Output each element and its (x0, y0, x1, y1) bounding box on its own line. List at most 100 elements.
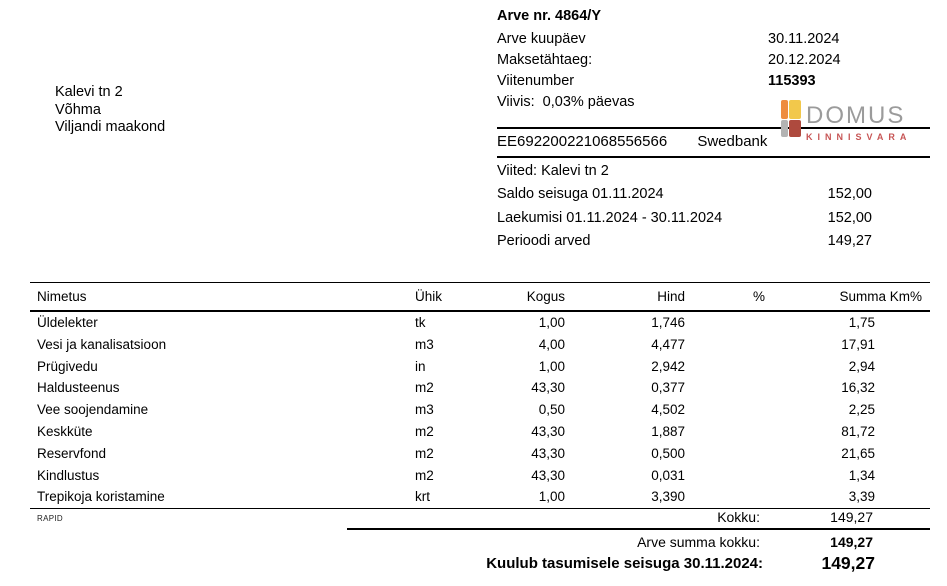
column-header-percent: % (685, 282, 775, 312)
item-row: Kindlustus m2 43,30 0,031 1,34 (30, 465, 930, 487)
bank-iban: EE692200221068556566 (497, 133, 668, 150)
item-row: Trepikoja koristamine krt 1,00 3,390 3,3… (30, 486, 930, 510)
column-header-sum: Summa Km% (775, 282, 930, 312)
item-percent (685, 421, 775, 443)
vendor-mark: RAPID (37, 514, 63, 523)
due-date-value: 20.12.2024 (768, 52, 841, 68)
item-name: Keskküte (37, 423, 93, 439)
address-line-1: Kalevi tn 2 (55, 84, 123, 100)
item-row: Vesi ja kanalisatsioon m3 4,00 4,477 17,… (30, 334, 930, 356)
item-unit: m3 (415, 402, 434, 418)
item-unit: m2 (415, 423, 434, 439)
property-reference: Viited: Kalevi tn 2 (497, 163, 609, 179)
logo-square-yellow (789, 100, 801, 119)
balance-row: Laekumisi 01.11.2024 - 30.11.2024 152,00 (497, 210, 930, 228)
late-fee-row: Viivis: 0,03% päevas (497, 94, 930, 115)
item-row: Keskküte m2 43,30 1,887 81,72 (30, 421, 930, 443)
logo-square-gray (781, 120, 788, 137)
item-unit: tk (415, 315, 426, 330)
item-quantity: 0,50 (538, 402, 565, 418)
item-percent (685, 356, 775, 378)
item-unit: in (415, 358, 426, 374)
item-sum: 1,34 (848, 467, 875, 483)
column-header-quantity: Kogus (503, 282, 565, 312)
invoice-date-row: Arve kuupäev 30.11.2024 (497, 31, 930, 52)
item-sum: 2,94 (848, 358, 875, 374)
logo-square-orange (781, 100, 788, 119)
item-unit: m2 (415, 445, 434, 461)
invoice-number-title: Arve nr. 4864/Y (497, 8, 601, 24)
header-rule (497, 127, 930, 129)
item-row: Vee soojendamine m3 0,50 4,502 2,25 (30, 399, 930, 421)
reference-number-row: Viitenumber 115393 (497, 73, 930, 94)
balance-row: Perioodi arved 149,27 (497, 233, 930, 251)
total-label: Kokku: (717, 509, 760, 525)
total-row-amount-due: Kuulub tasumisele seisuga 30.11.2024: 14… (30, 553, 930, 573)
totals-rule (347, 528, 930, 530)
item-name: Vesi ja kanalisatsioon (37, 336, 167, 352)
balance-row: Saldo seisuga 01.11.2024 152,00 (497, 186, 930, 204)
balance-label: Laekumisi 01.11.2024 - 30.11.2024 (497, 210, 723, 226)
invoice-date-label: Arve kuupäev (497, 31, 586, 47)
item-price: 0,377 (651, 380, 685, 396)
domus-logo-text: DOMUS KINNISVARA (806, 97, 912, 143)
item-name: Trepikoja koristamine (30, 486, 415, 510)
item-percent (685, 399, 775, 421)
item-row: Haldusteenus m2 43,30 0,377 16,32 (30, 377, 930, 399)
reference-number-label: Viitenumber (497, 73, 575, 89)
column-header-unit: Ühik (415, 282, 503, 312)
invoice-header: Arve nr. 4864/Y Arve kuupäev 30.11.2024 … (497, 8, 930, 115)
item-name: Kindlustus (37, 467, 100, 483)
item-percent (685, 443, 775, 465)
item-quantity: 1,00 (538, 315, 565, 330)
domus-logo-icon (781, 100, 801, 137)
item-unit: krt (415, 486, 503, 510)
item-sum: 3,39 (775, 486, 930, 510)
balance-label: Perioodi arved (497, 233, 591, 249)
bank-account-row: EE692200221068556566 Swedbank (497, 133, 767, 150)
address-line-3: Viljandi maakond (55, 119, 166, 135)
item-sum: 81,72 (841, 423, 875, 439)
balance-label: Saldo seisuga 01.11.2024 (497, 186, 664, 202)
item-quantity: 43,30 (531, 445, 565, 461)
invoice-date-value: 30.11.2024 (768, 31, 840, 47)
column-header-name: Nimetus (30, 282, 415, 312)
due-date-label: Maksetähtaeg: (497, 52, 593, 68)
total-row-kokku: Kokku: 149,27 (30, 509, 930, 527)
item-unit: m3 (415, 336, 434, 352)
logo-wordmark: DOMUS (806, 102, 906, 129)
reference-number-value: 115393 (768, 73, 816, 89)
balance-value: 152,00 (827, 210, 872, 226)
balance-value: 152,00 (827, 186, 872, 202)
logo-subtitle: KINNISVARA (806, 132, 912, 142)
item-name: Reservfond (37, 445, 107, 461)
item-sum: 21,65 (841, 445, 875, 461)
balance-value: 149,27 (827, 233, 872, 249)
recipient-address: Kalevi tn 2 Võhma Viljandi maakond (55, 84, 165, 137)
item-quantity: 43,30 (531, 467, 565, 483)
item-price: 1,746 (651, 315, 685, 330)
items-table: Nimetus Ühik Kogus Hind % Summa Km% Ülde… (30, 282, 930, 510)
total-value: 149,27 (821, 553, 875, 573)
item-quantity: 43,30 (531, 423, 565, 439)
item-price: 4,477 (651, 336, 685, 352)
late-fee-label: Viivis: 0,03% päevas (497, 94, 635, 110)
item-quantity: 4,00 (538, 336, 565, 352)
item-price: 4,502 (651, 402, 685, 418)
total-row-invoice-sum: Arve summa kokku: 149,27 (30, 534, 930, 552)
item-percent (685, 377, 775, 399)
item-quantity: 1,00 (503, 486, 565, 510)
item-price: 0,031 (651, 467, 685, 483)
address-line-2: Võhma (55, 101, 101, 118)
bank-name: Swedbank (697, 133, 768, 150)
item-percent (685, 465, 775, 487)
domus-logo: DOMUS KINNISVARA (781, 97, 911, 142)
items-table-header-row: Nimetus Ühik Kogus Hind % Summa Km% (30, 282, 930, 312)
item-quantity: 43,30 (531, 380, 565, 396)
item-quantity: 1,00 (538, 358, 565, 374)
item-row: Reservfond m2 43,30 0,500 21,65 (30, 443, 930, 465)
item-sum: 1,75 (848, 315, 875, 330)
item-name: Prügivedu (37, 358, 98, 374)
item-unit: m2 (415, 467, 434, 483)
bank-rule (497, 156, 930, 158)
